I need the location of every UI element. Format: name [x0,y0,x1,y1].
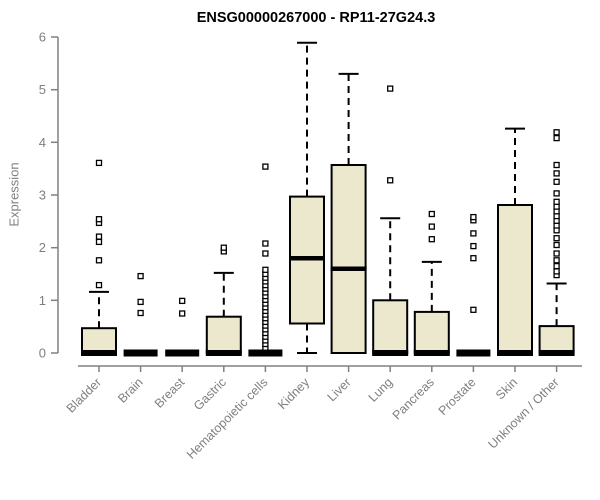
box-liver [330,72,367,354]
outlier-point [179,297,186,305]
median-line [123,349,158,357]
outlier-point [553,250,560,257]
x-tick-label-kidney: Kidney [275,375,312,412]
outlier-point [553,170,560,177]
x-tick-label-hematopoietic-cells: Hematopoietic cells [184,375,271,462]
box-prostate [456,213,491,357]
y-tick-label: 6 [39,30,46,45]
x-tick-label-prostate: Prostate [436,375,479,418]
x-tick-label-brain: Brain [115,375,146,406]
outlier-point [137,272,144,280]
box-gastric [205,244,242,356]
outlier-point [95,159,103,167]
box-breast [165,297,200,357]
outlier-point [470,242,477,250]
box-unknown-other [538,129,575,356]
outlier-point [262,266,269,273]
median-line [456,349,491,357]
outlier-point [553,268,560,275]
outlier-point [470,230,477,237]
box-brain [123,272,158,357]
y-tick-label: 4 [39,135,46,150]
outlier-point [137,298,144,306]
median-line [248,349,283,357]
y-tick-label: 5 [39,82,46,97]
outlier-point [95,233,103,240]
y-axis-title: Expression [6,162,22,227]
box-pancreas [413,210,450,356]
outlier-point [95,257,103,264]
outlier-point [428,236,435,243]
x-tick-label-liver: Liver [325,375,354,404]
box-rect [205,315,242,355]
outlier-point [137,309,144,317]
outlier-point [470,306,477,313]
x-tick-label-bladder: Bladder [64,375,104,415]
chart-title: ENSG00000267000 - RP11-27G24.3 [196,10,436,26]
outlier-point [387,177,394,184]
x-tick-label-gastric: Gastric [191,375,229,413]
box-skin [497,127,533,356]
median-line [165,349,200,357]
outlier-point [95,216,103,223]
outlier-point [553,257,560,264]
outlier-point [553,134,560,142]
box-rect [81,327,117,355]
box-hematopoietic-cells [248,163,283,357]
box-rect [497,204,533,354]
outlier-point [262,163,269,170]
outlier-point [553,190,560,197]
outlier-point [262,240,269,247]
outlier-point [262,250,269,257]
outlier-point [553,161,560,169]
x-tick-label-lung: Lung [366,375,396,405]
outlier-point [470,255,477,262]
x-tick-label-breast: Breast [152,375,188,411]
x-tick-label-skin: Skin [493,375,520,402]
x-tick-label-unknown-other: Unknown / Other [485,375,561,451]
outlier-point [387,85,394,92]
outlier-point [179,310,186,317]
y-tick-label: 3 [39,188,46,203]
box-rect [413,310,450,354]
outlier-point [553,235,560,242]
box-rect [330,164,367,354]
x-tick-label-pancreas: Pancreas [390,375,437,422]
outlier-point [553,262,560,270]
y-tick-label: 2 [39,240,46,255]
outlier-point [95,238,103,246]
outlier-point [95,281,103,289]
y-tick-label: 0 [39,346,46,361]
box-kidney [289,41,325,354]
y-tick-label: 1 [39,293,46,308]
outlier-point [553,178,560,185]
outlier-point [553,129,560,136]
outlier-point [553,241,560,249]
box-rect [538,325,575,355]
box-bladder [81,159,117,356]
outlier-point [428,210,435,218]
outlier-point [470,213,477,221]
box-lung [372,85,409,356]
box-rect [372,299,409,354]
outlier-point [553,198,560,205]
outlier-point [220,244,227,251]
outlier-point [428,223,435,230]
